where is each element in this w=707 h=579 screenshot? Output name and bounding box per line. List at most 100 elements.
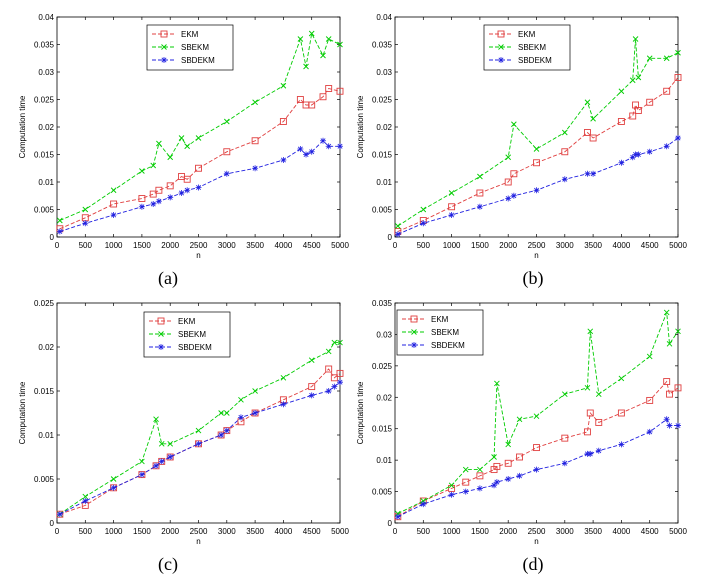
chart-panel-d: 0 500 1000 1500 2000 2500 3000 3500 4000 4500 5000… — [356, 299, 687, 546]
data-point-ekm — [510, 170, 518, 178]
data-point-sbekm — [675, 49, 681, 56]
data-point-sbekm — [584, 99, 591, 106]
data-point-sbdekm — [561, 176, 568, 183]
data-point-sbekm — [82, 206, 89, 213]
data-point-sbdekm — [420, 220, 427, 227]
x-tick-label: 3500 — [246, 527, 264, 536]
x-tick-label: 1500 — [133, 527, 151, 536]
legend-marker-sbekm — [161, 44, 167, 50]
data-point-ekm — [448, 203, 456, 211]
data-point-sbekm — [491, 454, 497, 460]
data-point-sbekm — [238, 396, 244, 403]
caption-b: (b) — [523, 268, 544, 289]
data-point-sbekm — [297, 36, 304, 42]
x-axis-label: n — [196, 251, 200, 260]
data-point-sbdekm — [331, 383, 338, 390]
data-point-sbekm — [629, 77, 636, 84]
data-point-sbdekm — [533, 187, 540, 194]
data-point-sbekm — [595, 391, 602, 397]
data-point-sbekm — [646, 353, 653, 360]
data-point-sbekm — [663, 309, 670, 316]
data-point-sbdekm — [448, 491, 455, 498]
x-tick-label: 0 — [393, 527, 398, 536]
data-point-sbdekm — [663, 416, 670, 423]
data-point-ekm — [308, 383, 316, 391]
data-point-sbekm — [167, 154, 174, 161]
data-point-sbdekm — [584, 170, 591, 177]
x-tick-label: 5000 — [669, 241, 687, 250]
x-tick-label: 4000 — [275, 241, 293, 250]
legend-marker-sbekm — [158, 331, 164, 337]
x-tick-label: 500 — [79, 527, 93, 536]
data-point-sbekm — [110, 187, 117, 194]
legend-marker-sbekm — [498, 44, 504, 50]
data-point-sbekm — [223, 410, 230, 416]
legend-label-sbdekm: SBDEKM — [431, 341, 465, 350]
legend: EKM SBEKM SBDEKM — [146, 24, 234, 71]
x-tick-label: 3500 — [584, 527, 602, 536]
data-point-sbdekm — [158, 458, 165, 465]
x-tick-label: 4500 — [641, 527, 659, 536]
data-point-sbekm — [139, 458, 145, 465]
data-point-sbdekm — [533, 466, 540, 473]
data-point-sbdekm — [223, 170, 230, 177]
data-point-ekm — [595, 418, 603, 426]
y-tick-label: 0 — [50, 519, 55, 528]
chart-panel-a: 0 500 1000 1500 2000 2500 3000 3500 4000 4500 5000… — [18, 13, 349, 260]
data-point-sbdekm — [394, 231, 401, 238]
data-point-ekm — [666, 390, 673, 398]
y-tick-label: 0.025 — [372, 362, 393, 371]
data-point-sbdekm — [153, 462, 160, 469]
data-point-sbekm — [587, 328, 594, 335]
y-tick-label: 0.03 — [376, 330, 392, 339]
y-tick-label: 0.025 — [34, 299, 55, 308]
caption-c: (c) — [158, 554, 178, 575]
data-point-ekm — [663, 87, 671, 95]
x-tick-label: 4500 — [303, 241, 321, 250]
data-point-sbekm — [337, 41, 343, 48]
y-tick-label: 0.005 — [372, 488, 393, 497]
y-axis-label: Computation time — [356, 381, 365, 444]
legend-label-ekm: EKM — [178, 317, 196, 326]
data-point-sbekm — [139, 168, 145, 174]
legend-marker-ekm — [497, 30, 505, 38]
data-point-sbdekm — [635, 151, 642, 158]
x-tick-label: 3500 — [246, 241, 264, 250]
data-point-sbdekm — [252, 410, 259, 416]
data-point-ekm — [195, 164, 202, 172]
legend: EKM SBEKM SBDEKM — [396, 309, 484, 356]
data-point-sbekm — [57, 217, 63, 224]
data-point-sbdekm — [167, 194, 174, 201]
data-point-ekm — [462, 478, 470, 486]
data-point-sbekm — [663, 55, 670, 62]
data-point-sbekm — [280, 82, 287, 89]
legend-marker-sbdekm — [158, 344, 164, 350]
data-point-sbdekm — [195, 440, 202, 447]
y-tick-label: 0.015 — [34, 151, 55, 160]
data-point-sbdekm — [303, 151, 310, 158]
data-point-sbekm — [308, 357, 315, 364]
data-point-sbdekm — [218, 432, 225, 438]
data-point-sbdekm — [587, 450, 594, 457]
data-point-ekm — [336, 369, 344, 377]
data-point-ekm — [663, 378, 671, 386]
data-point-sbekm — [590, 115, 596, 122]
y-tick-label: 0.005 — [372, 206, 393, 215]
legend-label-sbekm: SBEKM — [178, 330, 206, 339]
data-point-sbdekm — [110, 212, 117, 218]
data-point-sbekm — [511, 121, 517, 128]
y-tick-label: 0.04 — [38, 13, 54, 22]
x-tick-label: 500 — [79, 241, 93, 250]
x-tick-label: 5000 — [331, 527, 349, 536]
data-point-sbdekm — [394, 513, 401, 520]
chart-panel-c: 0 500 1000 1500 2000 2500 3000 3500 4000 4500 5000… — [18, 299, 349, 546]
data-point-sbdekm — [56, 511, 63, 518]
data-point-sbekm — [303, 63, 309, 70]
data-point-sbekm — [584, 385, 591, 391]
data-point-sbdekm — [646, 428, 653, 435]
data-point-sbdekm — [325, 143, 332, 150]
x-tick-label: 500 — [417, 527, 431, 536]
legend-label-ekm: EKM — [431, 315, 449, 324]
data-point-sbekm — [561, 129, 568, 136]
